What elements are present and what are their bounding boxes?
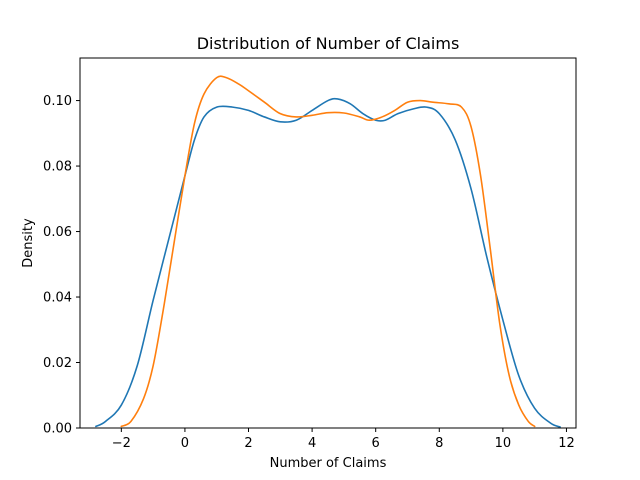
x-tick-label: 4 xyxy=(308,436,316,451)
series-layer xyxy=(95,75,561,428)
chart-title: Distribution of Number of Claims xyxy=(197,34,460,53)
x-axis-ticks: −2 0 2 4 6 8 10 12 xyxy=(112,428,575,451)
x-tick-label: 6 xyxy=(372,436,380,451)
y-tick-label: 0.10 xyxy=(43,94,72,109)
y-tick-label: 0.08 xyxy=(43,160,72,175)
x-tick-label: −2 xyxy=(112,436,131,451)
plot-frame xyxy=(79,57,577,429)
x-tick-label: 2 xyxy=(244,436,252,451)
series-line-1 xyxy=(95,97,561,428)
x-tick-label: 0 xyxy=(181,436,189,451)
x-tick-label: 10 xyxy=(495,436,512,451)
y-tick-label: 0.06 xyxy=(43,225,72,240)
x-tick-label: 8 xyxy=(435,436,443,451)
y-tick-label: 0.02 xyxy=(43,356,72,371)
y-axis-ticks: 0.00 0.02 0.04 0.06 0.08 0.10 xyxy=(43,94,80,437)
x-tick-label: 12 xyxy=(558,436,575,451)
x-axis-label: Number of Claims xyxy=(270,456,387,471)
y-axis-label: Density xyxy=(21,218,36,268)
series-line-2 xyxy=(120,75,536,428)
y-tick-label: 0.00 xyxy=(43,422,72,437)
y-tick-label: 0.04 xyxy=(43,291,72,306)
